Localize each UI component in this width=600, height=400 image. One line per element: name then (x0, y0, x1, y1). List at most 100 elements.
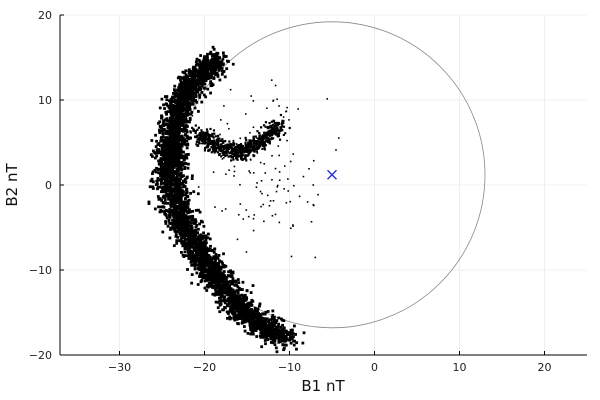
scatter-point (243, 329, 247, 333)
scatter-point (176, 112, 180, 115)
scatter-point (156, 168, 160, 172)
scatter-point (241, 154, 245, 157)
scatter-point (202, 268, 206, 272)
scatter-point (182, 211, 186, 215)
scatter-point (174, 207, 178, 211)
scatter-point (151, 180, 155, 184)
scatter-point (251, 148, 254, 151)
scatter-point (172, 147, 176, 151)
scatter-point (178, 137, 181, 141)
scatter-point (248, 320, 252, 323)
scatter-point (200, 234, 204, 238)
scatter-point (200, 142, 203, 145)
scatter-point (170, 183, 174, 187)
scatter-point (171, 218, 174, 222)
scatter-point (178, 202, 182, 206)
scatter-point (252, 141, 255, 144)
scatter-point (186, 268, 189, 271)
scatter-point (270, 318, 274, 321)
scatter-point (203, 265, 207, 269)
scatter-point (208, 140, 211, 143)
scatter-point (260, 179, 263, 182)
scatter-point (170, 208, 174, 212)
scatter-point (162, 121, 165, 125)
scatter-point (250, 312, 254, 315)
scatter-point (168, 121, 172, 125)
scatter-point (181, 156, 184, 160)
scatter-point (196, 283, 200, 286)
scatter-point (168, 208, 172, 212)
scatter-point (205, 72, 209, 76)
scatter-point (183, 165, 187, 169)
scatter-point (159, 157, 163, 160)
scatter-point (193, 129, 196, 133)
scatter-point (210, 280, 214, 284)
scatter-point (189, 253, 193, 257)
scatter-point (197, 260, 201, 264)
scatter-point (182, 235, 186, 239)
scatter-point (179, 204, 182, 208)
scatter-point (160, 181, 163, 184)
scatter-point (197, 227, 200, 231)
scatter-point (293, 339, 296, 343)
scatter-point (247, 151, 250, 154)
scatter-point (167, 219, 171, 223)
scatter-point (215, 51, 219, 55)
scatter-point (159, 174, 162, 178)
scatter-point (234, 280, 238, 284)
scatter-point (178, 172, 182, 176)
scatter-point (180, 211, 184, 214)
scatter-point (286, 333, 290, 336)
scatter-point (170, 124, 174, 128)
scatter-point (326, 98, 328, 100)
scatter-point (189, 215, 193, 218)
scatter-point (253, 306, 257, 310)
scatter-point (191, 91, 195, 95)
scatter-point (189, 257, 193, 260)
scatter-point (237, 154, 240, 158)
scatter-point (281, 343, 285, 346)
scatter-point (238, 145, 241, 148)
scatter-point (169, 162, 173, 166)
scatter-point (230, 159, 233, 162)
scatter-point (169, 191, 173, 195)
scatter-point (166, 158, 170, 162)
scatter-point (181, 118, 185, 122)
scatter-point (244, 157, 247, 160)
scatter-point (181, 96, 185, 100)
scatter-point (289, 200, 292, 203)
scatter-point (245, 159, 248, 162)
scatter-point (226, 148, 229, 151)
scatter-point (226, 293, 230, 297)
scatter-point (196, 241, 200, 245)
scatter-point (173, 177, 176, 180)
scatter-point (241, 153, 244, 156)
scatter-point (201, 236, 205, 240)
scatter-point (163, 196, 167, 199)
scatter-point (178, 108, 182, 111)
scatter-point (208, 269, 212, 273)
scatter-point (177, 180, 181, 183)
scatter-point (163, 162, 167, 165)
scatter-point (166, 156, 170, 160)
scatter-point (211, 260, 215, 264)
scatter-point (264, 325, 268, 329)
scatter-point (314, 256, 317, 259)
scatter-point (163, 150, 167, 154)
scatter-point (268, 138, 271, 141)
scatter-point (209, 127, 212, 131)
scatter-point (277, 322, 281, 326)
scatter-point (194, 247, 198, 251)
scatter-point (231, 144, 235, 147)
scatter-point (186, 143, 190, 147)
scatter-point (200, 91, 204, 94)
scatter-point (184, 112, 187, 116)
scatter-point (167, 195, 171, 198)
scatter-point (235, 153, 238, 156)
scatter-point (176, 149, 180, 153)
scatter-point (263, 162, 266, 165)
scatter-point (221, 272, 225, 276)
scatter-point (278, 154, 280, 157)
scatter-point (178, 218, 182, 222)
scatter-point (247, 215, 250, 218)
